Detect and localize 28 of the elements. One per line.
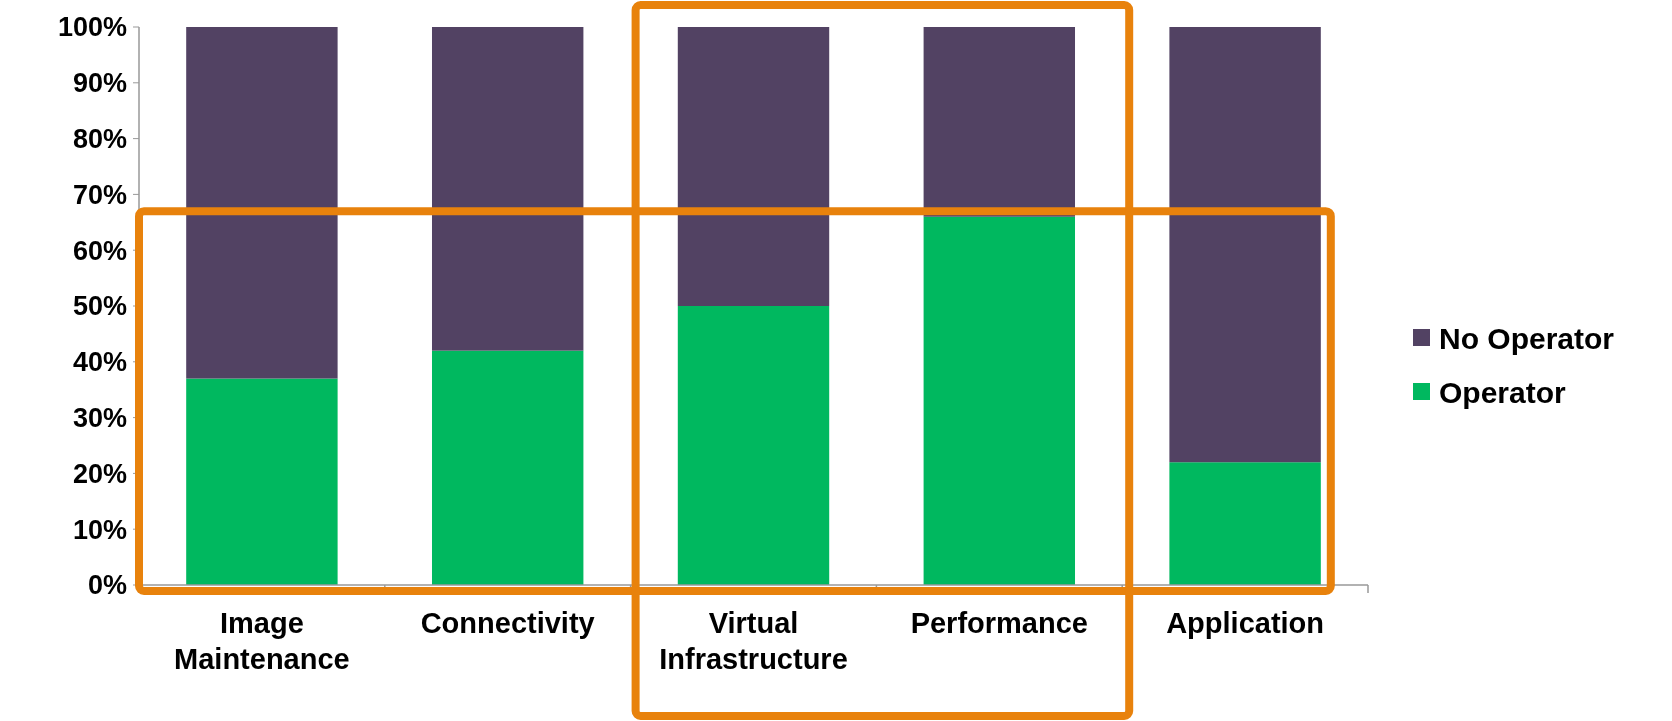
y-tick-label: 70% — [72, 179, 127, 210]
bar — [431, 27, 584, 351]
y-tick-label: 50% — [72, 291, 127, 322]
y-tick-label: 80% — [72, 124, 127, 155]
legend-label: Operator — [1439, 375, 1567, 409]
x-tick-label: Performance — [910, 607, 1088, 639]
y-tick-label: 40% — [72, 347, 127, 378]
bar — [1169, 27, 1321, 463]
y-tick-label: 100% — [57, 12, 127, 43]
y-tick-label: 90% — [72, 68, 127, 99]
bar — [1169, 462, 1321, 585]
x-tick-label: Image Maintenance — [174, 607, 350, 675]
legend-label: No Operator — [1439, 321, 1615, 355]
bar — [923, 27, 1076, 217]
bar — [923, 216, 1076, 585]
y-tick-label: 10% — [72, 514, 127, 545]
bar — [677, 306, 830, 585]
x-tick-label: Application — [1166, 607, 1325, 639]
y-tick-label: 20% — [72, 458, 127, 489]
bar — [186, 27, 338, 379]
x-tick-label: Connectivity — [420, 607, 595, 639]
y-tick-label: 30% — [72, 403, 127, 434]
y-tick-label: 60% — [72, 235, 127, 266]
y-tick-label: 0% — [87, 570, 127, 601]
x-tick-label: Virtual Infrastructure — [659, 607, 848, 675]
bar — [677, 27, 830, 306]
bar — [186, 378, 338, 585]
bar — [431, 350, 584, 585]
